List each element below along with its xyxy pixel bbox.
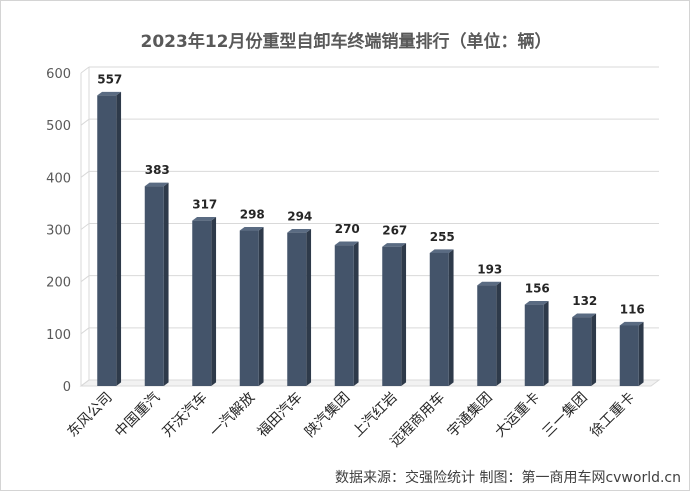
bar-top	[144, 182, 169, 187]
bar-side	[116, 91, 122, 386]
bar-top	[334, 241, 359, 246]
bar	[429, 249, 454, 386]
bar-front	[97, 95, 117, 386]
data-label: 132	[572, 294, 597, 308]
bar	[382, 243, 407, 386]
bar-top	[239, 226, 264, 231]
x-category-label: 大运重卡	[492, 390, 543, 441]
bar-front	[572, 317, 592, 386]
bar	[619, 321, 644, 386]
y-tick-label: 0	[63, 380, 71, 395]
y-tick-label: 600	[46, 67, 71, 82]
x-category-label: 陕汽集团	[301, 389, 353, 441]
bar-side	[543, 301, 549, 386]
bar-front	[619, 325, 639, 386]
data-label: 383	[145, 163, 170, 177]
chart-title: 2023年12月份重型自卸车终端销量排行（单位：辆）	[140, 32, 552, 52]
x-category-label: 一汽解放	[207, 390, 258, 441]
bar	[524, 301, 549, 386]
bar-top	[97, 91, 122, 96]
source-note: 数据来源：交强险统计 制图：第一商用车网cvworld.cn	[335, 470, 681, 486]
bar	[239, 226, 264, 386]
bar-top	[192, 217, 217, 221]
data-label: 298	[240, 208, 265, 222]
data-label: 294	[287, 210, 312, 224]
data-label: 156	[525, 282, 550, 296]
bar-side	[401, 243, 407, 386]
bar-front	[334, 245, 354, 386]
bar-top	[477, 281, 502, 286]
bar-top	[287, 229, 312, 233]
bar-front	[192, 220, 212, 386]
bar-top	[429, 249, 454, 253]
bar-front	[239, 230, 259, 386]
x-category-label: 开沃汽车	[159, 389, 211, 441]
bar-top	[619, 321, 644, 326]
bar	[144, 182, 169, 386]
y-tick-label: 400	[46, 171, 71, 186]
y-tick-label: 200	[46, 276, 71, 291]
bar	[572, 313, 597, 386]
gridline-depth	[80, 379, 90, 387]
data-label: 116	[620, 302, 645, 316]
data-label: 255	[430, 230, 455, 244]
gridline-depth	[80, 223, 90, 230]
gridline-depth	[80, 118, 90, 126]
data-label: 193	[477, 262, 502, 276]
bar	[334, 241, 359, 386]
data-label: 267	[382, 224, 407, 238]
bar-side	[448, 249, 454, 386]
x-category-label: 徐工重卡	[587, 390, 638, 441]
bar-top	[524, 301, 549, 305]
bar-side	[591, 313, 597, 386]
x-category-label: 宇通集团	[444, 389, 496, 441]
bar-front	[477, 285, 497, 386]
y-tick-label: 500	[46, 119, 71, 134]
data-label: 270	[335, 222, 360, 236]
x-category-label: 福田汽车	[254, 389, 306, 441]
x-category-label: 三一集团	[539, 389, 591, 441]
bar-side	[496, 281, 502, 386]
gridline-depth	[80, 66, 90, 74]
bar-side	[211, 217, 217, 386]
x-category-label: 东风公司	[65, 390, 116, 441]
bar-side	[638, 321, 644, 386]
bar	[97, 91, 122, 386]
gridline-depth	[80, 170, 90, 178]
bar-side	[258, 226, 264, 386]
bar-front	[524, 304, 544, 386]
bar-front	[382, 246, 402, 386]
bar-side	[306, 229, 312, 386]
bar	[477, 281, 502, 386]
bar	[287, 229, 312, 386]
bar-side	[353, 241, 359, 386]
data-label: 557	[97, 72, 122, 86]
data-label: 317	[192, 198, 217, 212]
gridline-depth	[80, 327, 90, 335]
bar-front	[429, 252, 449, 386]
y-tick-label: 100	[46, 328, 71, 343]
gridlines	[80, 66, 659, 387]
bar-side	[163, 182, 169, 386]
x-category-label: 中国重汽	[112, 390, 163, 441]
bar-top	[572, 313, 597, 318]
bar-top	[382, 243, 407, 247]
bar-front	[144, 186, 164, 386]
bar	[192, 217, 217, 386]
gridline-depth	[80, 275, 90, 283]
bar-front	[287, 232, 307, 386]
y-tick-label: 300	[46, 224, 71, 239]
